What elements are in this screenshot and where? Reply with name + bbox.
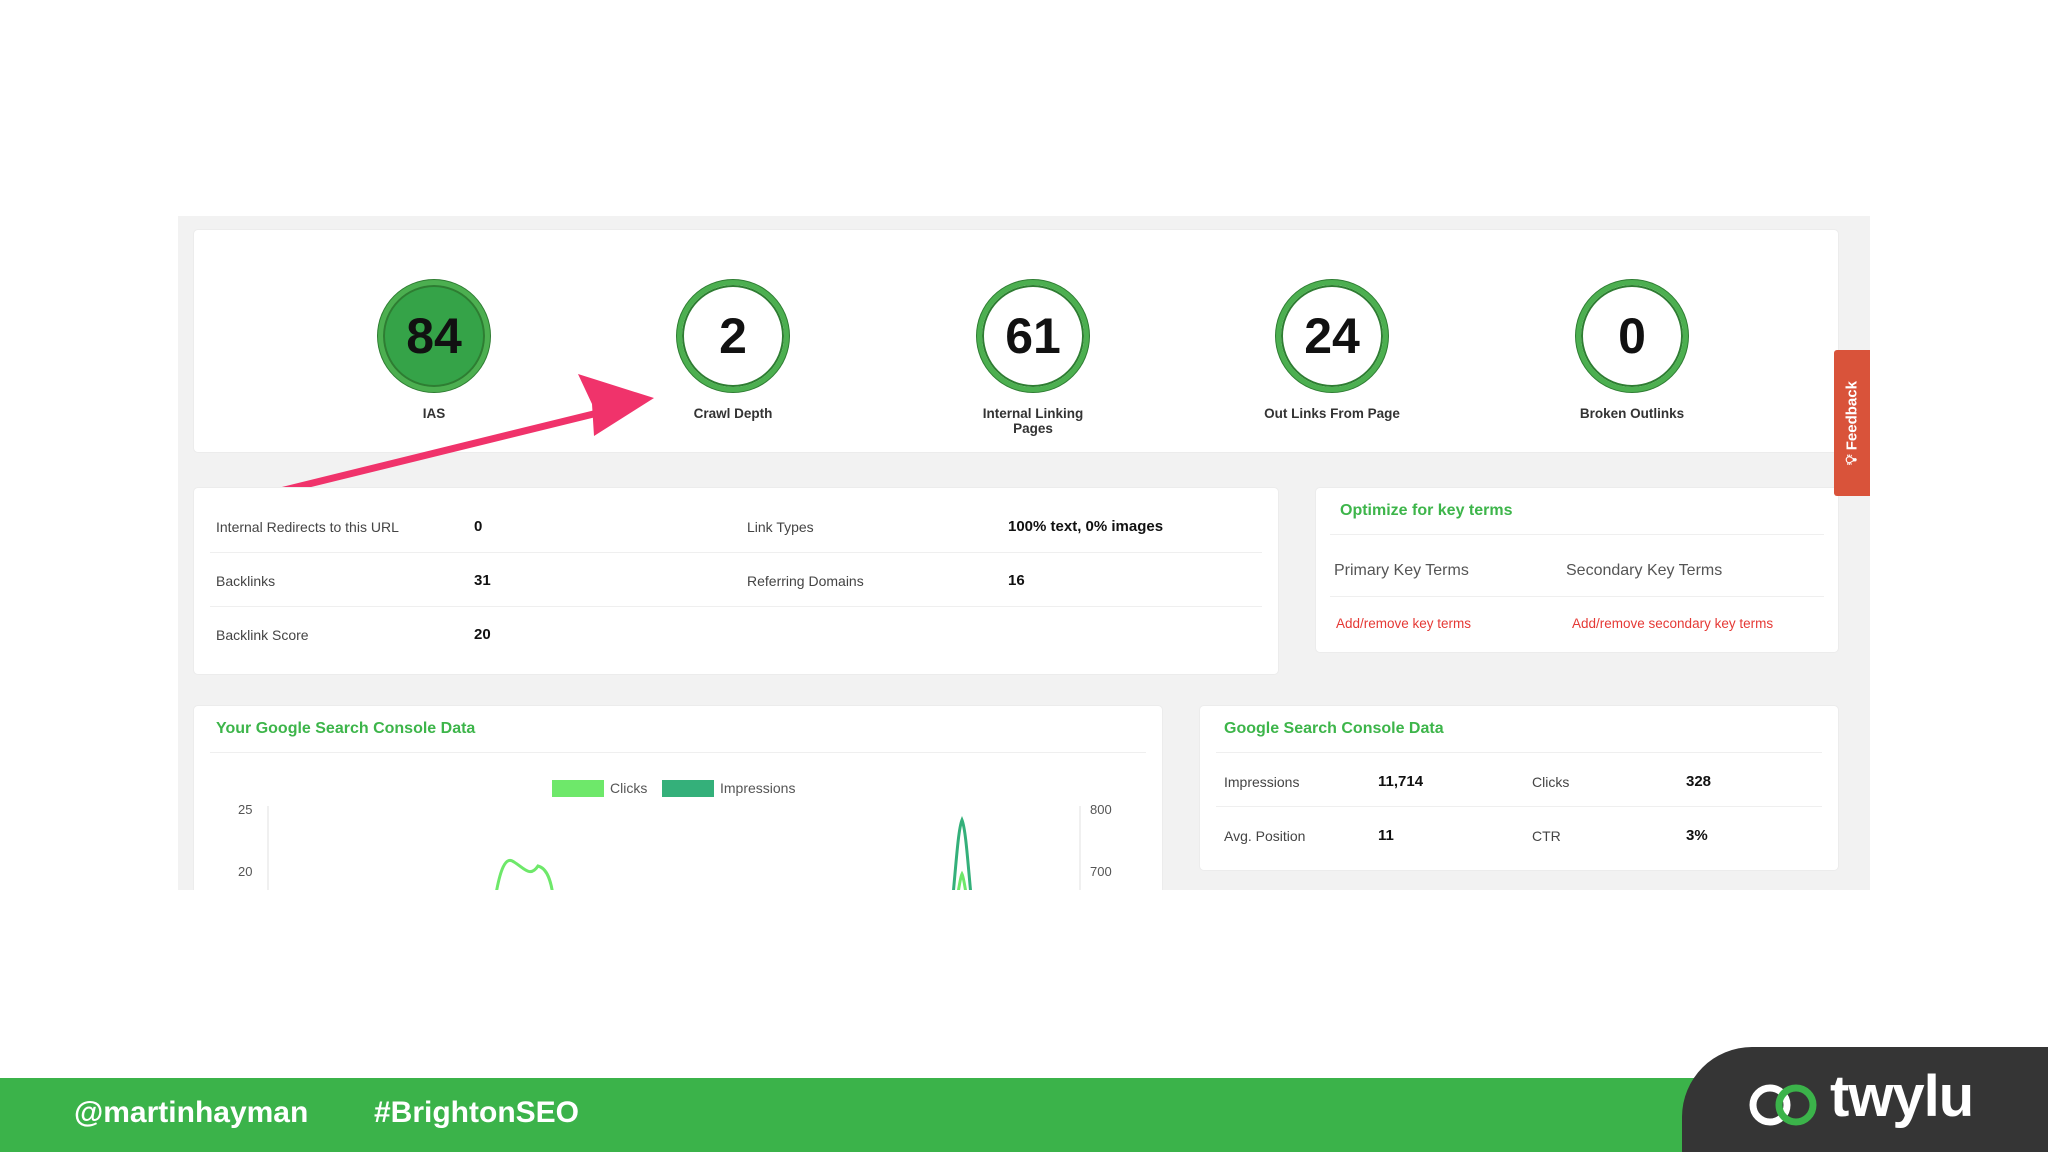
- metric-crawl-depth[interactable]: 2 Crawl Depth: [623, 280, 843, 421]
- clicks-value: 328: [1686, 773, 1712, 790]
- metric-ias[interactable]: 84 IAS: [324, 280, 544, 421]
- clicks-legend-label[interactable]: Clicks: [610, 780, 648, 796]
- metric-label: Broken Outlinks: [1579, 406, 1685, 421]
- row-divider: [1216, 752, 1822, 753]
- metrics-card: 84 IAS 2 Crawl Depth 61 Internal Linking…: [194, 230, 1838, 452]
- backlink-score-label: Backlink Score: [216, 627, 309, 643]
- link-info-card: Internal Redirects to this URL 0 Link Ty…: [194, 488, 1278, 674]
- gsc-chart-title: Your Google Search Console Data: [216, 720, 476, 737]
- twylu-logo-text: twylu: [1830, 1064, 1974, 1129]
- twitter-handle: @martinhayman: [74, 1096, 309, 1129]
- feedback-lightbulb-icon: 💡︎: [1843, 454, 1861, 465]
- metric-ring: 61: [977, 280, 1089, 392]
- secondary-key-terms-label: Secondary Key Terms: [1566, 562, 1723, 579]
- annotation-arrow-icon: [264, 374, 654, 498]
- right-axis-tick: 700: [1090, 864, 1112, 879]
- add-remove-key-terms-link[interactable]: Add/remove key terms: [1336, 616, 1472, 631]
- metric-label: Internal Linking Pages: [982, 406, 1084, 436]
- add-remove-secondary-key-terms-link[interactable]: Add/remove secondary key terms: [1572, 616, 1774, 631]
- impressions-value: 11,714: [1378, 773, 1424, 790]
- metric-ring: 84: [378, 280, 490, 392]
- internal-redirects-value: 0: [474, 518, 483, 535]
- twylu-logo-icon: [1749, 1084, 1817, 1126]
- left-axis-tick: 20: [238, 864, 253, 879]
- gsc-data-title: Google Search Console Data: [1224, 720, 1444, 737]
- gsc-line-chart: [267, 806, 1081, 890]
- backlinks-value: 31: [474, 572, 491, 589]
- metric-value: 84: [406, 308, 462, 364]
- twylu-logo-block: twylu: [1682, 1047, 2048, 1152]
- metric-broken-outlinks[interactable]: 0 Broken Outlinks: [1522, 280, 1742, 421]
- backlinks-label: Backlinks: [216, 573, 276, 589]
- metric-label: Crawl Depth: [693, 406, 773, 421]
- gsc-data-card: Google Search Console Data Impressions 1…: [1200, 706, 1838, 870]
- left-axis-tick: 25: [238, 802, 253, 817]
- metric-label: Out Links From Page: [1264, 406, 1400, 421]
- feedback-tab[interactable]: 💡︎ Feedback: [1834, 350, 1870, 496]
- metric-ring: 0: [1576, 280, 1688, 392]
- avg-position-label: Avg. Position: [1224, 828, 1306, 844]
- metric-value: 24: [1304, 308, 1360, 364]
- internal-redirects-label: Internal Redirects to this URL: [216, 519, 399, 535]
- right-axis-tick: 800: [1090, 802, 1112, 817]
- impressions-legend-swatch[interactable]: [662, 780, 714, 797]
- avg-position-value: 11: [1378, 827, 1394, 844]
- gsc-chart-card: Your Google Search Console Data Clicks I…: [194, 706, 1162, 890]
- primary-key-terms-label: Primary Key Terms: [1334, 562, 1469, 579]
- metric-label: IAS: [422, 406, 446, 421]
- link-types-value: 100% text, 0% images: [1008, 518, 1164, 535]
- metric-value: 0: [1618, 308, 1646, 364]
- metric-out-links-from-page[interactable]: 24 Out Links From Page: [1222, 280, 1442, 421]
- impressions-label: Impressions: [1224, 774, 1300, 790]
- metric-value: 61: [1005, 308, 1061, 364]
- impressions-series-line: [952, 815, 972, 890]
- row-divider: [210, 752, 1146, 753]
- backlink-score-value: 20: [474, 626, 491, 643]
- referring-domains-value: 16: [1008, 572, 1025, 589]
- row-divider: [210, 606, 1262, 607]
- clicks-label: Clicks: [1532, 774, 1570, 790]
- row-divider: [1216, 806, 1822, 807]
- ctr-value: 3%: [1686, 827, 1708, 844]
- clicks-legend-swatch[interactable]: [552, 780, 604, 797]
- referring-domains-label: Referring Domains: [747, 573, 864, 589]
- row-divider: [1330, 534, 1824, 535]
- metric-ring: 2: [677, 280, 789, 392]
- metric-internal-linking-pages[interactable]: 61 Internal Linking Pages: [923, 280, 1143, 436]
- clicks-series-line: [495, 859, 554, 890]
- feedback-label: 💡︎ Feedback: [1844, 381, 1861, 465]
- metric-ring: 24: [1276, 280, 1388, 392]
- seo-dashboard-screenshot: 84 IAS 2 Crawl Depth 61 Internal Linking…: [178, 216, 1870, 890]
- feedback-text: Feedback: [1843, 381, 1861, 451]
- row-divider: [210, 552, 1262, 553]
- clicks-series-spike: [957, 870, 967, 890]
- key-terms-title: Optimize for key terms: [1340, 502, 1513, 519]
- ctr-label: CTR: [1532, 828, 1561, 844]
- impressions-legend-label[interactable]: Impressions: [720, 780, 796, 796]
- link-types-label: Link Types: [747, 519, 814, 535]
- event-hashtag: #BrightonSEO: [374, 1096, 580, 1129]
- metric-value: 2: [719, 308, 747, 364]
- key-terms-card: Optimize for key terms Primary Key Terms…: [1316, 488, 1838, 652]
- row-divider: [1330, 596, 1824, 597]
